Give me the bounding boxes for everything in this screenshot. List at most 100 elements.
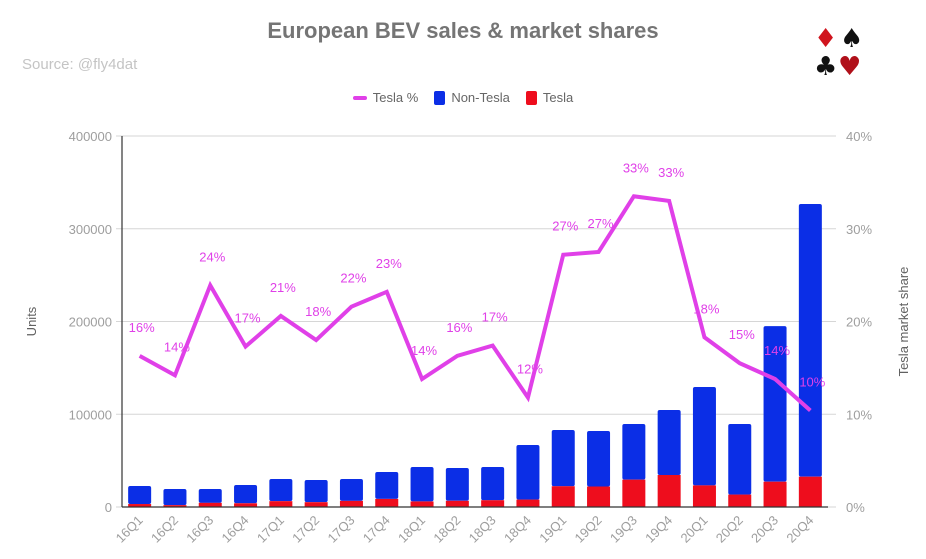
tesla-pct-label: 14% <box>411 343 437 358</box>
x-tick-label: 17Q4 <box>360 513 393 546</box>
x-tick-label: 19Q3 <box>607 513 640 546</box>
y-right-tick-label: 10% <box>846 407 872 422</box>
tesla-pct-label: 16% <box>446 320 472 335</box>
tesla-pct-label: 23% <box>376 256 402 271</box>
x-tick-label: 18Q1 <box>395 513 428 546</box>
tesla-pct-label: 17% <box>482 310 508 325</box>
heart-icon: ♥ <box>838 52 862 82</box>
bar-tesla <box>234 503 258 507</box>
y-tick-label: 200000 <box>69 315 112 330</box>
legend-swatch-tesla <box>525 90 537 105</box>
tesla-pct-label: 17% <box>235 311 261 326</box>
line-series <box>138 194 812 413</box>
y-tick-label: 100000 <box>69 407 112 422</box>
y-right-tick-label: 20% <box>846 315 872 330</box>
bar-non-tesla <box>375 472 399 499</box>
tesla-pct-label: 33% <box>623 160 649 175</box>
chart-source: Source: @fly4dat <box>22 56 138 73</box>
bar-tesla <box>163 505 187 507</box>
bar-non-tesla <box>234 485 258 504</box>
bar-tesla <box>481 500 505 507</box>
bar-tesla <box>516 499 540 507</box>
bar-tesla <box>410 501 434 507</box>
bar-non-tesla <box>551 430 575 487</box>
x-tick-label: 16Q4 <box>219 513 252 546</box>
tesla-pct-label: 33% <box>658 165 684 180</box>
y-tick-label: 0 <box>105 500 112 515</box>
y-tick-label: 300000 <box>69 222 112 237</box>
tesla-pct-label: 15% <box>729 327 755 342</box>
y-tick-label: 400000 <box>69 129 112 144</box>
tesla-pct-label: 16% <box>129 320 155 335</box>
bar-non-tesla <box>304 480 328 503</box>
x-tick-label: 16Q1 <box>113 513 146 546</box>
bar-tesla <box>269 501 293 507</box>
tesla-pct-label: 21% <box>270 280 296 295</box>
bar-non-tesla <box>481 467 505 501</box>
bar-tesla <box>798 476 822 507</box>
tesla-pct-label: 27% <box>552 219 578 234</box>
legend-item-tesla-pct[interactable]: Tesla % <box>352 90 419 105</box>
legend-label: Tesla <box>542 90 574 105</box>
x-tick-label: 16Q3 <box>183 513 216 546</box>
tesla-pct-label: 18% <box>693 301 719 316</box>
data-labels: 16% 14% 24% 17% 21% 18% 22% 23% 14% 16% 17% 12% 27% 2… <box>129 160 826 389</box>
gridlines <box>122 135 828 415</box>
x-tick-label: 19Q1 <box>536 513 569 546</box>
bar-non-tesla <box>410 467 434 502</box>
legend-label: Non-Tesla <box>451 90 510 105</box>
x-tick-label: 18Q4 <box>501 513 534 546</box>
y-right-tick-label: 0% <box>846 500 865 515</box>
bar-tesla <box>304 502 328 507</box>
tesla-pct-label: 27% <box>588 216 614 231</box>
tesla-pct-label: 14% <box>164 339 190 354</box>
legend-item-tesla[interactable]: Tesla <box>525 90 574 105</box>
x-tick-label: 20Q1 <box>677 513 710 546</box>
legend-item-non-tesla[interactable]: Non-Tesla <box>434 90 510 105</box>
chart-title: European BEV sales & market shares <box>267 18 659 43</box>
tesla-pct-label: 14% <box>764 343 790 358</box>
bar-tesla <box>657 475 681 507</box>
tesla-pct-line <box>138 194 812 413</box>
spade-icon: ♠ <box>840 24 864 54</box>
x-tick-label: 17Q3 <box>324 513 357 546</box>
diamond-icon: ♦ <box>814 24 838 54</box>
bar-tesla <box>622 479 646 507</box>
bar-tesla <box>375 498 399 507</box>
chart-legend: Tesla % Non-Tesla Tesla <box>0 90 926 105</box>
bar-non-tesla <box>128 486 152 505</box>
tesla-pct-label: 12% <box>517 362 543 377</box>
bar-tesla <box>728 494 752 507</box>
x-tick-label: 20Q2 <box>713 513 746 546</box>
bar-tesla <box>339 500 363 507</box>
y-right-tick-label: 40% <box>846 129 872 144</box>
bar-tesla <box>692 485 716 507</box>
x-tick-label: 20Q4 <box>783 513 816 546</box>
y-axis-title: Units <box>24 306 39 336</box>
card-suits-logo: ♦ ♠ ♣ ♥ <box>810 26 870 82</box>
bar-non-tesla <box>269 478 293 502</box>
tesla-pct-label: 18% <box>305 304 331 319</box>
bar-tesla <box>587 486 611 507</box>
bar-tesla <box>128 504 152 507</box>
bar-non-tesla <box>163 489 187 506</box>
club-icon: ♣ <box>814 52 838 82</box>
bar-tesla <box>445 500 469 507</box>
bar-non-tesla <box>587 430 611 487</box>
legend-label: Tesla % <box>372 90 419 105</box>
tesla-pct-label: 24% <box>199 249 225 264</box>
bar-non-tesla <box>339 478 363 501</box>
bar-non-tesla <box>763 326 787 482</box>
bar-tesla <box>763 481 787 507</box>
bar-tesla <box>198 502 222 507</box>
x-tick-label: 19Q2 <box>572 513 605 546</box>
bar-non-tesla <box>692 386 716 486</box>
tesla-pct-label: 22% <box>340 271 366 286</box>
x-tick-label: 17Q2 <box>289 513 322 546</box>
x-tick-label: 19Q4 <box>642 513 675 546</box>
x-tick-label: 16Q2 <box>148 513 181 546</box>
bar-non-tesla <box>798 203 822 477</box>
y-right-axis-title: Tesla market share <box>896 267 911 377</box>
bar-non-tesla <box>728 423 752 495</box>
